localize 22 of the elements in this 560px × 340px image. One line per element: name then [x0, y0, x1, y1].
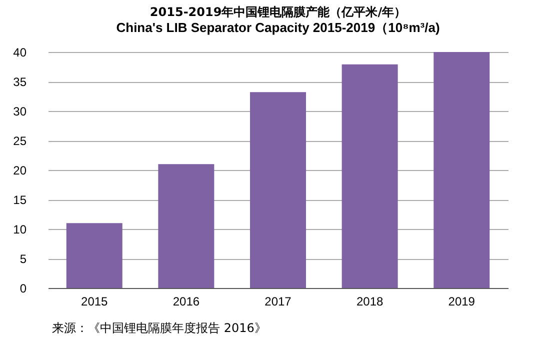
y-tick-label: 15	[13, 193, 27, 207]
y-tick-label: 25	[13, 134, 27, 148]
y-tick-label: 5	[20, 252, 27, 266]
y-tick-label: 0	[20, 282, 27, 296]
chart-title: 2015-2019年中国锂电隔膜产能（亿平米/年）	[150, 5, 406, 19]
x-tick-label: 2019	[448, 294, 476, 308]
x-tick-label: 2017	[264, 294, 292, 308]
x-tick-label: 2018	[356, 294, 384, 308]
bar	[342, 64, 398, 288]
y-tick-label: 30	[13, 104, 27, 118]
y-tick-label: 20	[13, 164, 27, 178]
x-tick-label: 2016	[172, 294, 200, 308]
y-tick-label: 35	[13, 75, 27, 89]
x-tick-label: 2015	[81, 294, 108, 308]
source-note: 来源：《中国锂电隔膜年度报告 2016》	[52, 320, 266, 337]
bar	[158, 164, 214, 288]
y-tick-label: 10	[13, 222, 27, 236]
bar	[250, 92, 306, 288]
y-tick-label: 40	[13, 46, 27, 60]
chart-subtitle: China's LIB Separator Capacity 2015-2019（10⁸m³/a)	[116, 20, 440, 35]
bar	[434, 52, 490, 288]
bar	[66, 223, 122, 288]
